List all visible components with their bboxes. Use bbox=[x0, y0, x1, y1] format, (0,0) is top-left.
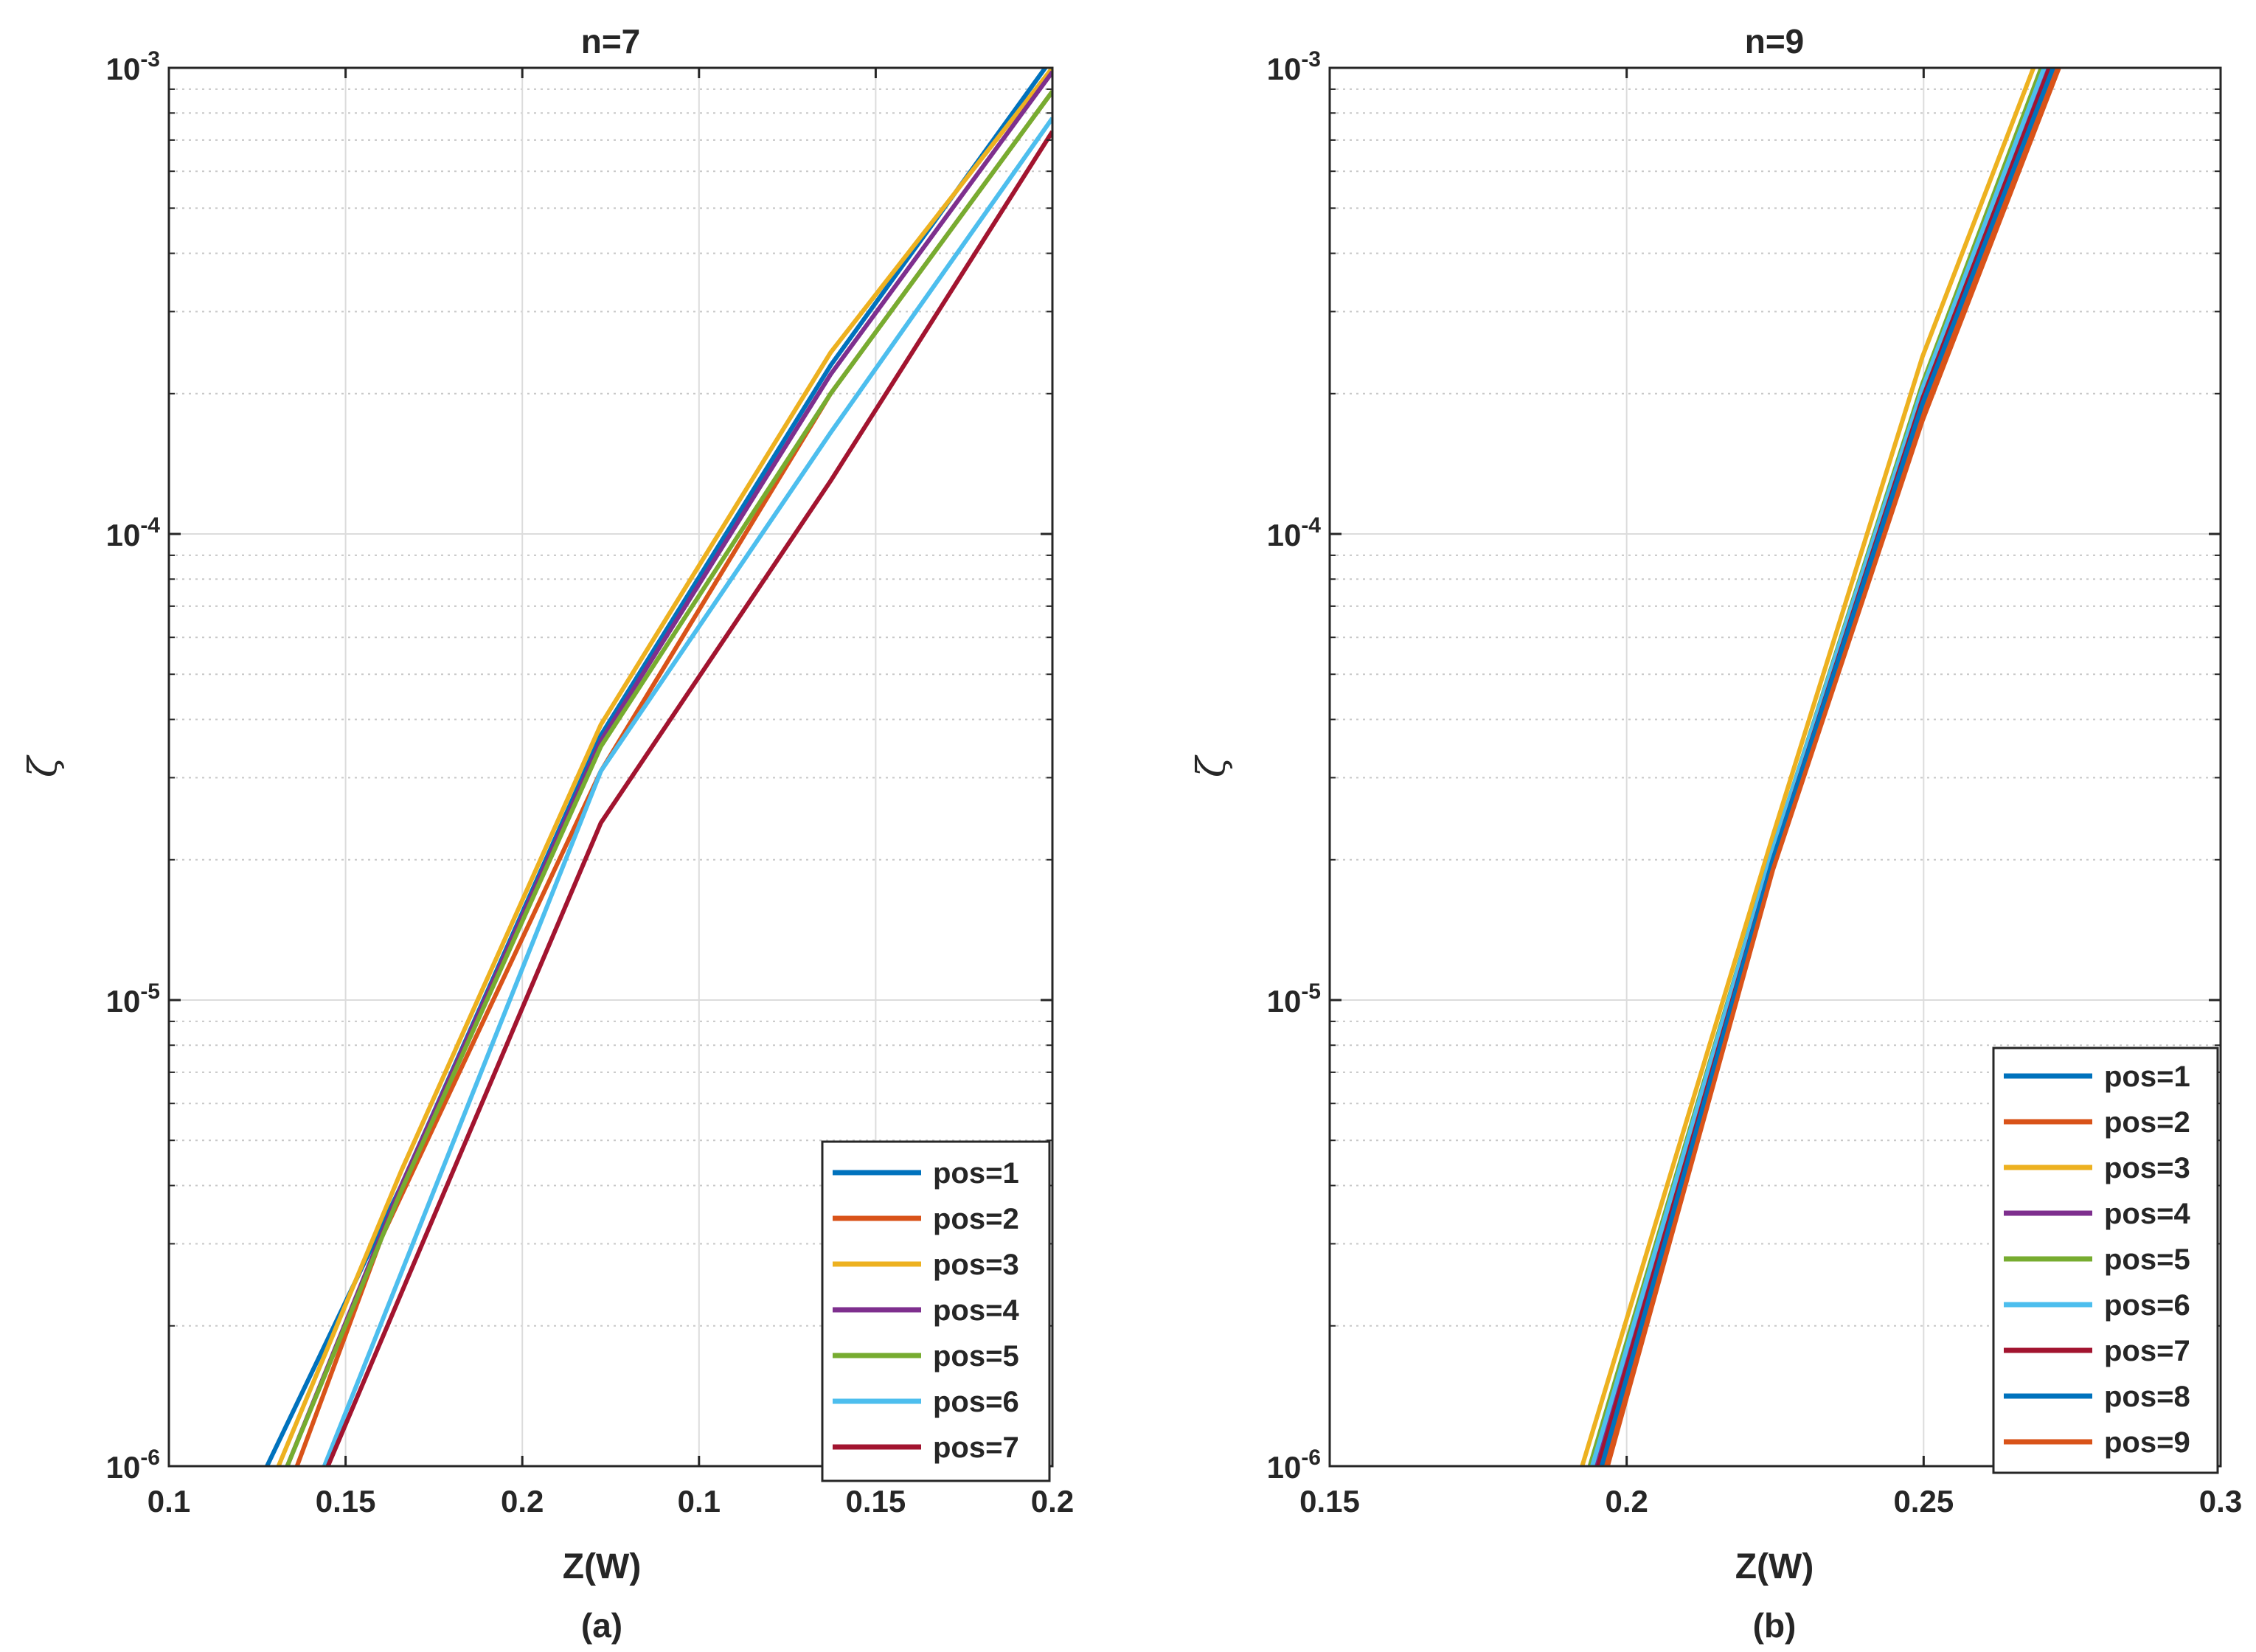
x-tick-label: 0.2 bbox=[1605, 1484, 1648, 1519]
legend-entry: pos=1 bbox=[933, 1157, 1019, 1190]
x-tick-label: 0.15 bbox=[316, 1484, 376, 1519]
y-tick-label: 10-3 bbox=[1267, 47, 1321, 86]
axes-box-a bbox=[167, 66, 1054, 1468]
x-tick-label: 0.25 bbox=[1893, 1484, 1954, 1519]
legend-b: pos=1 pos=2 pos=3 pos=4 pos=5 pos=6 pos=7 pos=8… bbox=[1992, 1047, 2219, 1474]
series-line-pos-3 bbox=[276, 68, 1052, 1466]
y-tick-label: 10-5 bbox=[1267, 979, 1321, 1018]
x-tick-label: 0.1 bbox=[147, 1484, 190, 1519]
legend-entry: pos=3 bbox=[2104, 1152, 2190, 1184]
x-axis-label-a: Z(W) bbox=[563, 1547, 642, 1586]
legend-entry: pos=6 bbox=[2104, 1289, 2190, 1322]
legend-entry: pos=4 bbox=[933, 1294, 1019, 1327]
legend-entry: pos=2 bbox=[933, 1203, 1019, 1235]
series-line-pos-8 bbox=[1599, 68, 2055, 1466]
legend-entry: pos=1 bbox=[2104, 1061, 2190, 1093]
legend-entry: pos=9 bbox=[2104, 1426, 2190, 1459]
panel-title-a: n=7 bbox=[581, 22, 641, 60]
legend-entry: pos=3 bbox=[933, 1249, 1019, 1281]
legend-entry: pos=6 bbox=[933, 1386, 1019, 1418]
legend-entry: pos=4 bbox=[2104, 1198, 2190, 1230]
y-tick-label: 10-3 bbox=[106, 47, 160, 86]
series-line-pos-9 bbox=[1606, 68, 2061, 1466]
series-a bbox=[265, 68, 1052, 1466]
ticks-a: 0.1 0.15 0.2 0.1 0.15 0.2 10-3 10-4 10-5 10-6 bbox=[106, 47, 1075, 1519]
legend-entry: pos=5 bbox=[933, 1340, 1019, 1372]
series-line-pos-6 bbox=[1590, 68, 2047, 1466]
y-axis-label-b: ζ bbox=[1190, 754, 1234, 777]
caption-b: (b) bbox=[1753, 1606, 1797, 1645]
caption-a: (a) bbox=[581, 1606, 622, 1645]
y-tick-label: 10-4 bbox=[106, 513, 161, 552]
axes-box-b bbox=[1328, 66, 2222, 1468]
legend-a: pos=1 pos=2 pos=3 pos=4 pos=5 pos=6 pos=7 bbox=[821, 1140, 1051, 1482]
x-tick-label: 0.1 bbox=[678, 1484, 721, 1519]
x-tick-label: 0.3 bbox=[2199, 1484, 2242, 1519]
panel-b: 0.15 0.2 0.25 0.310-310-410-510-6 pos=1pos=… bbox=[1190, 22, 2242, 1645]
y-tick-label: 10-6 bbox=[1267, 1446, 1321, 1485]
legend-entry: pos=2 bbox=[2104, 1106, 2190, 1139]
x-tick-label: 0.15 bbox=[846, 1484, 906, 1519]
series-line-pos-3 bbox=[1580, 68, 2036, 1466]
series-line-pos-6 bbox=[322, 117, 1052, 1466]
legend-entry: pos=5 bbox=[2104, 1243, 2190, 1276]
y-tick-label: 10-5 bbox=[106, 979, 160, 1018]
series-line-pos-5 bbox=[285, 90, 1052, 1466]
ticks-b: 0.15 0.2 0.25 0.3 10-3 10-4 10-5 10-6 bbox=[1267, 47, 2243, 1519]
y-tick-label: 10-6 bbox=[106, 1446, 160, 1485]
legend-entry: pos=7 bbox=[2104, 1335, 2190, 1367]
panel-title-b: n=9 bbox=[1745, 22, 1805, 60]
x-axis-label-b: Z(W) bbox=[1735, 1547, 1814, 1586]
y-tick-label: 10-4 bbox=[1267, 513, 1322, 552]
y-axis-label-a: ζ bbox=[21, 754, 66, 777]
legend-entry: pos=8 bbox=[2104, 1381, 2190, 1413]
x-tick-label: 0.2 bbox=[501, 1484, 544, 1519]
series-line-pos-7 bbox=[325, 130, 1052, 1466]
panel-a: 0.1 0.15 0.2 0.1 0.15 0.2 10-3 10-4 10-5 10-6 pos… bbox=[21, 22, 1074, 1645]
x-tick-label: 0.15 bbox=[1299, 1484, 1360, 1519]
series-b bbox=[1580, 68, 2061, 1466]
legend-entry: pos=7 bbox=[933, 1431, 1019, 1464]
x-tick-label: 0.2 bbox=[1031, 1484, 1074, 1519]
